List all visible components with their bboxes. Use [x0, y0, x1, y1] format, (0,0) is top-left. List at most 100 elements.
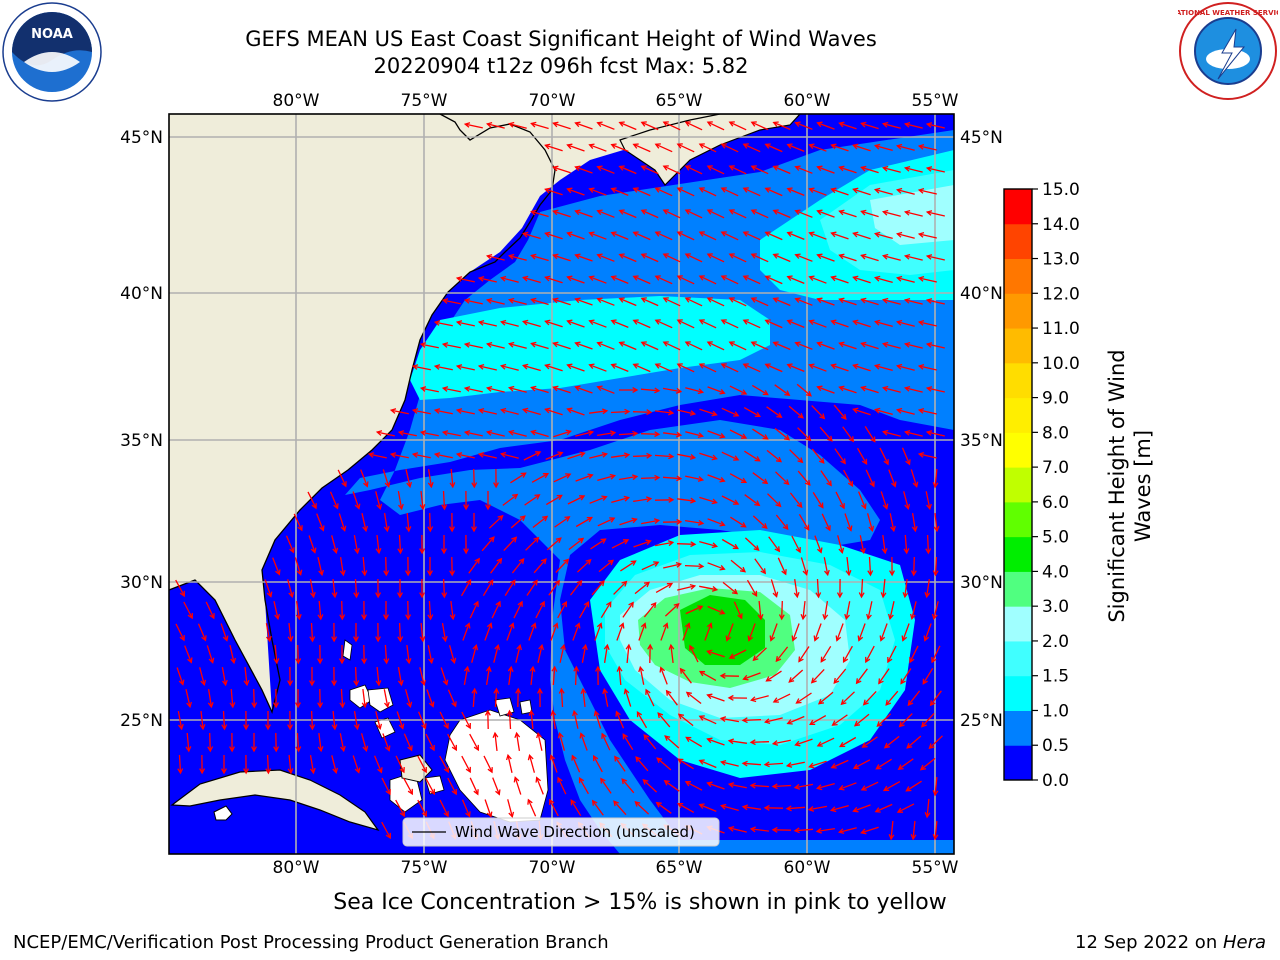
- wave-arrow-head: [750, 297, 757, 303]
- wave-arrow-head: [711, 498, 718, 505]
- colorbar-swatch: [1004, 293, 1032, 329]
- wave-arrow: [553, 342, 571, 350]
- wave-arrow: [619, 209, 637, 219]
- wave-arrow: [677, 453, 695, 459]
- wave-arrow-head: [643, 733, 650, 741]
- wave-arrow-head: [794, 341, 801, 347]
- wave-arrow: [774, 384, 790, 396]
- wave-arrow: [435, 409, 453, 415]
- wave-arrow-head: [903, 297, 911, 304]
- wave-arrow: [589, 364, 607, 372]
- wave-arrow: [654, 541, 674, 547]
- wave-arrow-head: [654, 275, 661, 281]
- wave-arrow: [613, 800, 627, 816]
- wave-arrow: [622, 733, 634, 751]
- wave-arrow-head: [933, 526, 940, 533]
- wave-arrow: [398, 622, 402, 642]
- wave-arrow: [548, 580, 560, 596]
- wave-arrow: [743, 319, 761, 329]
- wave-arrow-head: [544, 407, 551, 414]
- wave-arrow: [861, 210, 879, 218]
- wave-arrow: [598, 559, 614, 573]
- wave-arrow: [720, 717, 740, 723]
- wave-arrow-head: [375, 680, 382, 687]
- wave-arrow: [897, 277, 915, 283]
- wave-arrow: [831, 320, 849, 328]
- wave-arrow: [686, 691, 702, 705]
- lat-tick-label: 25°N: [960, 711, 1003, 731]
- wave-arrow: [773, 253, 791, 263]
- wave-arrow-head: [477, 319, 485, 326]
- wave-arrow: [501, 409, 519, 415]
- wave-arrow: [875, 188, 893, 196]
- wave-arrow: [593, 755, 603, 773]
- wave-arrow-head: [179, 590, 185, 598]
- wave-arrow-head: [786, 719, 793, 725]
- wave-arrow-head: [441, 635, 448, 643]
- wave-arrow-head: [565, 429, 572, 436]
- wave-arrow: [222, 710, 226, 730]
- wave-arrow-head: [874, 319, 881, 326]
- wave-arrow-head: [331, 724, 338, 731]
- wave-arrow: [685, 209, 703, 219]
- colorbar-tick-label: 12.0: [1042, 284, 1080, 304]
- wave-arrow: [920, 757, 936, 771]
- wave-arrow-head: [528, 709, 535, 716]
- wave-arrow-head: [896, 363, 903, 370]
- wave-arrow: [676, 543, 696, 545]
- wave-arrow: [537, 733, 543, 751]
- wave-arrow: [905, 167, 923, 173]
- wave-arrow-head: [289, 547, 295, 554]
- wave-arrow-head: [309, 680, 315, 687]
- wave-arrow: [883, 387, 901, 393]
- wave-arrow: [788, 405, 804, 419]
- wave-arrow: [597, 122, 615, 130]
- wave-arrow: [722, 581, 738, 595]
- wave-arrow-head: [903, 121, 911, 128]
- wave-arrow-head: [925, 254, 933, 260]
- wave-arrow: [383, 512, 389, 532]
- wave-arrow: [600, 778, 612, 794]
- wave-arrow: [176, 667, 184, 685]
- lon-tick-label: 60°W: [784, 91, 831, 111]
- wave-arrow-head: [668, 453, 675, 460]
- wave-arrow-head: [917, 231, 925, 238]
- wave-arrow: [579, 601, 589, 619]
- wave-arrow: [362, 556, 366, 576]
- wave-arrow: [531, 210, 549, 218]
- wave-arrow: [484, 799, 492, 817]
- wave-arrow: [707, 165, 725, 175]
- wave-arrow-head: [646, 409, 653, 416]
- wave-arrow: [816, 827, 836, 833]
- wave-arrow-head: [786, 187, 793, 193]
- wave-arrow-head: [920, 721, 927, 728]
- wave-arrow-head: [362, 745, 369, 752]
- wave-arrow-head: [297, 525, 303, 532]
- wave-arrow: [707, 430, 725, 438]
- wave-arrow: [685, 121, 703, 131]
- wave-arrow-head: [830, 319, 837, 326]
- wave-arrow-head: [628, 601, 634, 608]
- wave-arrow-head: [909, 613, 916, 621]
- wave-arrow-head: [676, 319, 683, 325]
- wave-arrow: [721, 538, 739, 550]
- wave-arrow: [501, 365, 519, 371]
- wave-arrow-head: [361, 702, 368, 709]
- wave-arrow: [376, 666, 380, 686]
- wave-arrow: [531, 430, 549, 438]
- wave-arrow: [684, 564, 704, 568]
- wave-arrow: [660, 623, 668, 641]
- wave-arrow-head: [901, 635, 908, 642]
- wave-arrow: [685, 736, 703, 748]
- wave-arrow: [369, 453, 387, 459]
- wave-arrow-head: [809, 719, 816, 726]
- wave-arrow-head: [441, 386, 449, 392]
- wave-arrow: [487, 299, 505, 305]
- wave-arrow: [924, 623, 932, 641]
- wave-arrow: [469, 601, 479, 619]
- wave-arrow: [809, 276, 827, 284]
- wave-arrow: [177, 710, 183, 730]
- wave-arrow-head: [910, 834, 917, 841]
- wave-arrow: [567, 364, 585, 372]
- lon-ticks-top: 80°W 75°W 70°W 65°W 60°W 55°W: [273, 91, 959, 111]
